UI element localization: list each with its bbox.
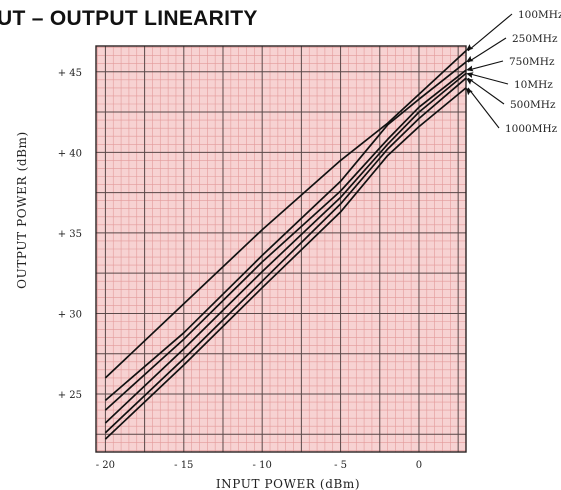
legend: 100MHz 250MHz 750MHz 10MHz 500MHz 1000MHz <box>465 9 561 135</box>
legend-leader-line <box>467 13 513 52</box>
legend-label: 750MHz <box>509 56 555 68</box>
legend-label: 500MHz <box>510 99 556 111</box>
series-line-100MHz <box>104 50 467 379</box>
legend-leader-line <box>467 37 507 63</box>
x-tick-label: - 5 <box>334 460 347 471</box>
y-axis-label: OUTPUT POWER (dBm) <box>15 131 29 289</box>
series-line-1000MHz <box>104 87 467 440</box>
legend-arrow-head <box>465 72 474 79</box>
series-lines <box>104 50 467 440</box>
x-axis-label: INPUT POWER (dBm) <box>216 477 360 490</box>
series-line-10MHz <box>104 72 467 424</box>
y-tick-label: + 30 <box>58 309 82 320</box>
y-tick-label: + 40 <box>58 148 82 159</box>
legend-label: 250MHz <box>512 33 558 45</box>
x-tick-label: - 10 <box>253 460 272 471</box>
legend-label: 100MHz <box>518 9 561 21</box>
legend-leader-line <box>467 87 500 129</box>
legend-arrow-head <box>465 55 474 63</box>
legend-label: 10MHz <box>514 79 553 91</box>
x-tick-label: - 20 <box>96 460 115 471</box>
legend-leader-line <box>467 60 504 71</box>
legend-leader-line <box>467 72 509 85</box>
major-grid <box>96 46 466 452</box>
legend-arrow-head <box>466 78 474 85</box>
x-tick-labels: - 20 - 15 - 10 - 5 0 <box>96 460 422 471</box>
y-tick-labels: + 25 + 30 + 35 + 40 + 45 <box>58 68 82 401</box>
plot-frame <box>95 45 467 453</box>
legend-arrow-head <box>465 87 473 96</box>
series-line-750MHz <box>104 69 467 411</box>
legend-arrow-head <box>465 44 474 51</box>
legend-leader-line <box>467 77 505 105</box>
series-line-250MHz <box>104 61 467 402</box>
x-tick-label: 0 <box>416 460 422 471</box>
legend-label: 1000MHz <box>505 123 558 135</box>
y-tick-label: + 45 <box>58 68 82 79</box>
x-tick-label: - 15 <box>174 460 193 471</box>
chart-title: UT – OUTPUT LINEARITY <box>0 7 258 30</box>
y-tick-label: + 25 <box>58 390 82 401</box>
series-line-500MHz <box>104 77 467 434</box>
y-tick-label: + 35 <box>58 229 82 240</box>
legend-arrow-head <box>466 65 474 72</box>
